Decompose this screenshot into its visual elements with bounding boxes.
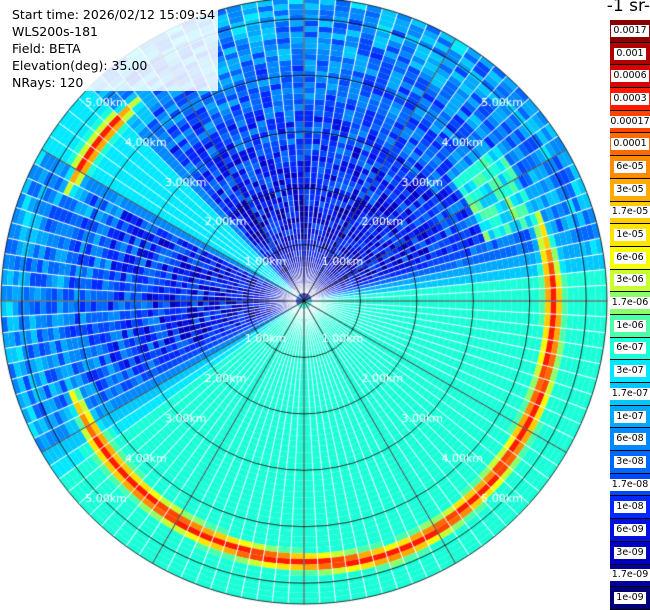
colorbar-tick-label: 3e-07 <box>614 365 646 378</box>
colorbar-tick-label: 1.7e-05 <box>609 206 650 219</box>
colorbar-cell: 1.7e-05 <box>609 201 650 225</box>
colorbar-tick-label: 0.0001 <box>611 138 649 151</box>
colorbar-cell: 6e-07 <box>610 337 650 361</box>
colorbar-cell: 1.7e-09 <box>609 564 650 588</box>
colorbar-cell: 1e-05 <box>610 224 650 247</box>
colorbar-tick-label: 1.7e-08 <box>609 478 650 491</box>
colorbar-cell: 1e-09 <box>610 587 650 610</box>
colorbar-tick-label: 1e-07 <box>614 410 646 423</box>
colorbar-cell: 3e-09 <box>610 541 650 565</box>
scan-info: Start time: 2026/02/12 15:09:54 WLS200s-… <box>12 6 219 91</box>
colorbar-cell: 3e-07 <box>610 360 650 383</box>
colorbar-tick-label: 6e-06 <box>614 251 646 264</box>
start-time-label: Start time: 2026/02/12 15:09:54 <box>12 6 219 23</box>
colorbar-tick-label: 1.7e-06 <box>609 297 650 310</box>
colorbar-tick-label: 3e-06 <box>614 274 646 287</box>
colorbar-cell: 1e-06 <box>610 314 650 338</box>
colorbar-cell: 6e-08 <box>610 428 650 452</box>
colorbar-tick-label: 1.7e-07 <box>609 387 650 400</box>
colorbar-tick-label: 6e-05 <box>614 160 646 173</box>
colorbar-tick-label: 1e-05 <box>614 229 646 242</box>
colorbar-tick-label: 0.0006 <box>611 70 649 83</box>
colorbar-cell: 1.7e-06 <box>609 292 650 315</box>
colorbar-tick-label: 1e-06 <box>614 319 646 332</box>
colorbar-cell: 3e-05 <box>610 178 650 202</box>
colorbar-cell: 1e-08 <box>610 496 650 520</box>
colorbar-cell: 6e-09 <box>610 519 650 542</box>
colorbar-tick-label: 1e-08 <box>614 501 646 514</box>
colorbar-cell: 0.0017 <box>610 20 650 43</box>
colorbar-cell: 0.0006 <box>610 65 650 89</box>
colorbar-tick-label: 6e-08 <box>614 433 646 446</box>
colorbar-tick-label: 1e-09 <box>614 592 646 605</box>
colorbar-tick-label: 0.0017 <box>611 24 649 37</box>
colorbar-tick-label: 0.00017 <box>608 115 650 128</box>
field-label: Field: BETA <box>12 40 219 57</box>
colorbar-cell: 0.0001 <box>610 133 650 157</box>
colorbar-cell: 1.7e-07 <box>609 383 650 406</box>
colorbar-tick-label: 3e-09 <box>614 546 646 559</box>
colorbar-tick-label: 0.0003 <box>611 92 649 105</box>
colorbar-cell: 3e-06 <box>610 269 650 293</box>
colorbar-tick-label: 1.7e-09 <box>609 569 650 582</box>
colorbar-cell: 6e-05 <box>610 156 650 179</box>
colorbar: 0.0017 0.001 0.0006 0.0003 0.00017 0.0001 6e-0… <box>608 20 650 610</box>
colorbar-cell: 1.7e-08 <box>609 473 650 497</box>
colorbar-tick-label: 6e-07 <box>614 342 646 355</box>
nrays-label: NRays: 120 <box>12 74 219 91</box>
colorbar-cell: 6e-06 <box>610 246 650 270</box>
colorbar-cell: 0.00017 <box>608 110 650 134</box>
instrument-label: WLS200s-181 <box>12 23 219 40</box>
colorbar-tick-label: 3e-08 <box>614 455 646 468</box>
colorbar-cell: 0.0003 <box>610 88 650 111</box>
colorbar-cell: 0.001 <box>610 42 650 66</box>
colorbar-cell: 1e-07 <box>610 405 650 429</box>
colorbar-tick-label: 6e-09 <box>614 523 646 536</box>
colorbar-units-label: -1 sr- <box>606 0 650 16</box>
colorbar-tick-label: 3e-05 <box>614 183 646 196</box>
colorbar-tick-label: 0.001 <box>614 47 646 60</box>
elevation-label: Elevation(deg): 35.00 <box>12 57 219 74</box>
colorbar-cell: 3e-08 <box>610 451 650 474</box>
